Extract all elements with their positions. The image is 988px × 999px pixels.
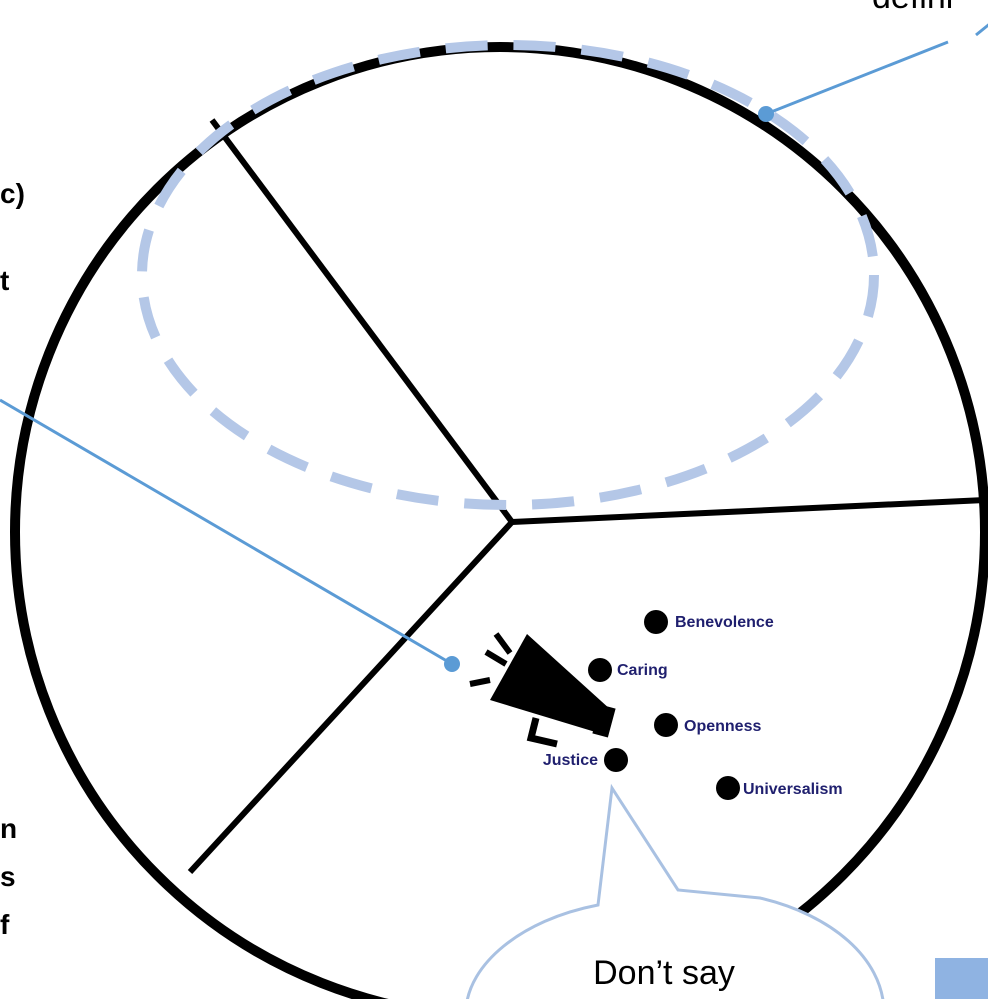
value-universalism: Universalism [716,776,843,800]
value-justice: Justice [543,748,628,772]
divider-upper-left [209,118,515,524]
value-label: Caring [617,662,668,679]
divider-right [511,497,986,525]
bubble-text: Don’t say [593,954,735,992]
top-right-callout-text: defini [872,0,953,16]
connector-left [0,398,453,666]
value-label: Benevolence [675,614,774,631]
left-callout-fragment-4: s [0,861,16,892]
left-callout-fragment-3: n [0,813,17,844]
connector-top-right [765,40,949,116]
connector-top-right-dot [758,106,774,122]
wheel-outline [10,42,988,999]
connector-top-right-arrow [975,23,988,37]
left-callout-fragment-2: t [0,265,9,296]
value-caring: Caring [588,658,668,682]
value-label: Openness [684,718,761,735]
megaphone-icon [469,632,616,748]
value-label: Justice [543,752,598,769]
dashed-ellipse [137,40,879,510]
speech-bubble [466,783,885,999]
value-benevolence: Benevolence [644,610,774,634]
value-label: Universalism [743,781,843,798]
divider-lower-left [187,519,515,875]
value-openness: Openness [654,713,761,737]
connector-left-dot [444,656,460,672]
left-callout-fragment-1: c) [0,178,25,209]
left-callout-fragment-5: f [0,909,10,940]
corner-box [935,958,988,999]
